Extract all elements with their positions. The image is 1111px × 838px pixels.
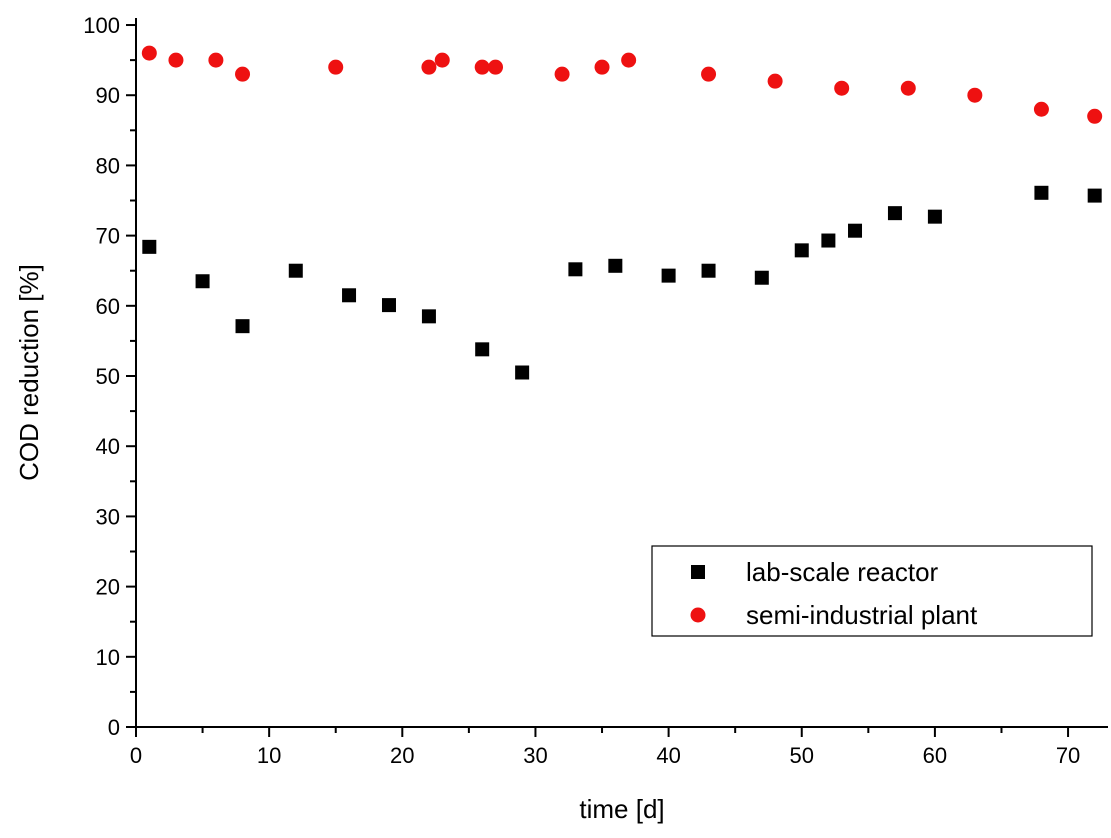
data-point-square	[794, 243, 809, 258]
data-point-square	[235, 319, 250, 334]
data-point-square	[1087, 188, 1102, 203]
data-point-circle	[834, 80, 850, 96]
x-tick-label: 40	[656, 743, 680, 768]
data-point-square	[195, 274, 210, 289]
y-tick-label: 80	[96, 153, 120, 178]
series-lab-scale-reactor	[142, 185, 1102, 380]
data-point-square	[421, 309, 436, 324]
x-tick-label: 60	[923, 743, 947, 768]
legend-marker-semi-industrial-plant	[690, 607, 706, 623]
legend-marker-lab-scale-reactor	[691, 565, 705, 579]
data-point-square	[661, 268, 676, 283]
y-tick-label: 40	[96, 434, 120, 459]
y-axis-title: COD reduction [%]	[14, 264, 44, 481]
y-tick-label: 100	[83, 13, 120, 38]
data-point-square	[288, 263, 303, 278]
y-tick-label: 90	[96, 83, 120, 108]
data-point-circle	[701, 66, 717, 82]
y-tick-label: 0	[108, 715, 120, 740]
x-tick-label: 20	[390, 743, 414, 768]
y-tick-label: 60	[96, 294, 120, 319]
y-ticks: 0 10 20 30 40 50 60 70 80 90 100	[83, 13, 136, 740]
data-point-circle	[900, 80, 916, 96]
data-point-circle	[434, 52, 450, 68]
y-tick-label: 50	[96, 364, 120, 389]
data-point-circle	[488, 59, 504, 75]
data-point-circle	[141, 45, 157, 61]
data-point-circle	[168, 52, 184, 68]
data-point-square	[515, 365, 530, 380]
series-semi-industrial-plant	[141, 45, 1103, 124]
data-point-square	[887, 206, 902, 221]
x-tick-label: 50	[790, 743, 814, 768]
data-point-circle	[421, 59, 437, 75]
y-tick-label: 30	[96, 504, 120, 529]
data-point-circle	[208, 52, 224, 68]
legend-box	[651, 545, 1093, 637]
data-point-square	[381, 298, 396, 313]
data-point-square	[608, 258, 623, 273]
data-point-square	[754, 270, 769, 285]
data-point-circle	[554, 66, 570, 82]
axes: 0 10 20 30 40 50 60 70 80 90 100 0 10 20 30 40 50 60 70	[83, 13, 1108, 768]
data-point-circle	[767, 73, 783, 89]
data-point-square	[342, 288, 357, 303]
data-point-circle	[967, 87, 983, 103]
x-tick-label: 0	[130, 743, 142, 768]
y-tick-label: 20	[96, 575, 120, 600]
data-point-square	[568, 262, 583, 277]
data-point-square	[1034, 185, 1049, 200]
x-axis-title: time [d]	[579, 794, 664, 824]
data-point-circle	[1087, 108, 1103, 124]
data-point-square	[821, 233, 836, 248]
data-point-square	[848, 223, 863, 238]
data-point-square	[927, 209, 942, 224]
data-point-circle	[328, 59, 344, 75]
y-tick-label: 10	[96, 645, 120, 670]
legend: lab-scale reactor semi-industrial plant	[651, 545, 1093, 637]
x-tick-label: 70	[1056, 743, 1080, 768]
data-point-square	[475, 342, 490, 357]
data-point-square	[701, 263, 716, 278]
data-point-circle	[594, 59, 610, 75]
plot-points	[141, 45, 1103, 380]
x-tick-label: 30	[523, 743, 547, 768]
legend-label-lab-scale-reactor: lab-scale reactor	[746, 557, 939, 587]
data-point-circle	[1033, 101, 1049, 117]
x-tick-label: 10	[257, 743, 281, 768]
data-point-square	[142, 239, 157, 254]
x-ticks: 0 10 20 30 40 50 60 70	[130, 727, 1080, 768]
data-point-circle	[474, 59, 490, 75]
legend-label-semi-industrial-plant: semi-industrial plant	[746, 600, 978, 630]
y-tick-label: 70	[96, 224, 120, 249]
data-point-circle	[235, 66, 251, 82]
data-point-circle	[621, 52, 637, 68]
